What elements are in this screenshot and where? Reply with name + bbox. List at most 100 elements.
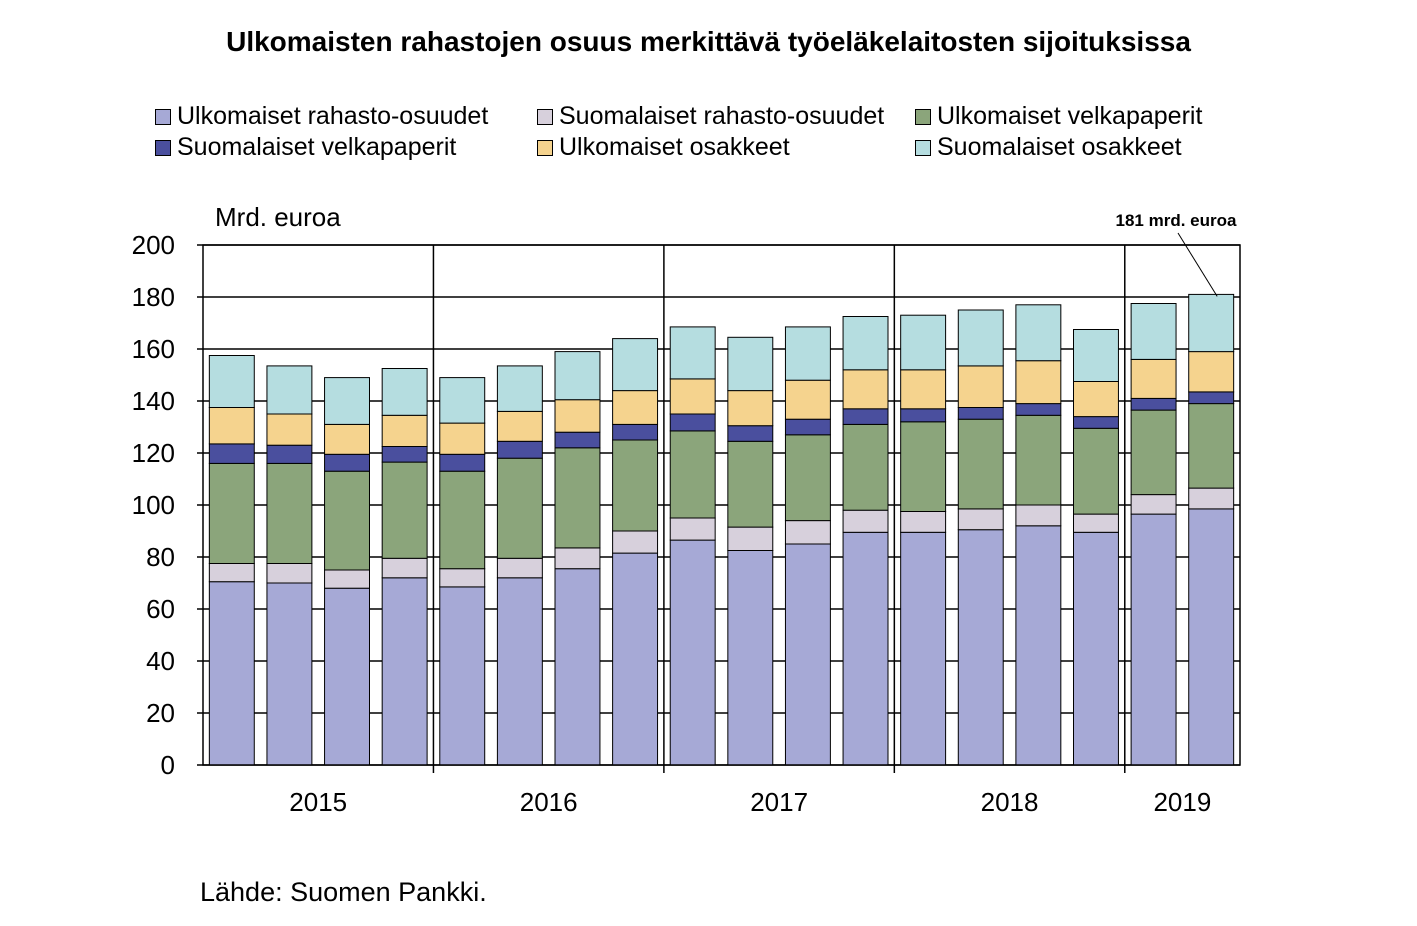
bar-segment (612, 552, 659, 766)
legend-item: Suomalaiset rahasto-osuudet (537, 102, 884, 131)
y-tick-label: 100 (132, 490, 175, 520)
bar-segment (727, 425, 774, 442)
bar-segment (727, 526, 774, 551)
bar-segment (381, 577, 428, 766)
bar-segment (266, 444, 313, 464)
bar-segment (439, 377, 486, 424)
bar-segment (439, 453, 486, 472)
bar-segment (784, 418, 831, 436)
bar-segment (784, 326, 831, 381)
bar-segment (784, 543, 831, 766)
legend-label: Suomalaiset rahasto-osuudet (559, 102, 885, 130)
bar-segment (612, 439, 659, 532)
bar-segment (1073, 381, 1119, 418)
bar-segment (842, 408, 889, 425)
legend-item: Ulkomaiset rahasto-osuudet (155, 102, 488, 131)
bar-segment (324, 453, 370, 472)
bar-segment (612, 423, 659, 441)
bar-segment (439, 470, 486, 570)
bar-segment (727, 390, 774, 427)
bar-segment (1130, 494, 1177, 515)
x-year-label: 2015 (289, 787, 347, 817)
legend-swatch (915, 139, 931, 156)
bar-segment (554, 431, 601, 449)
bar-segment (1073, 531, 1119, 766)
annotation-total: 181 mrd. euroa (1116, 211, 1237, 230)
legend-item: Ulkomaiset osakkeet (537, 133, 790, 162)
bar-segment (208, 462, 255, 564)
y-tick-label: 60 (146, 594, 175, 624)
bar-segment (381, 446, 428, 463)
x-year-label: 2018 (981, 787, 1039, 817)
bar-segment (381, 461, 428, 559)
bar-segment (900, 408, 947, 423)
y-tick-label: 40 (146, 646, 175, 676)
bar-segment (957, 407, 1004, 420)
bar-segment (727, 440, 774, 528)
bar-segment (842, 316, 889, 371)
bar-segment (381, 414, 428, 447)
bar-segment (669, 517, 716, 541)
bar-segment (1188, 351, 1235, 393)
bar-segment (842, 531, 889, 766)
bar-segment (266, 413, 313, 446)
bar-segment (1015, 360, 1062, 405)
bar-segment (727, 336, 774, 392)
bar-segment (900, 421, 947, 512)
y-axis-label: Mrd. euroa (215, 202, 341, 232)
bar-segment (1188, 293, 1235, 353)
bar-segment (208, 563, 255, 583)
bar-segment (1188, 487, 1235, 510)
bar-segment (1015, 504, 1062, 527)
bar-segment (496, 440, 543, 459)
bar-segment (784, 520, 831, 545)
legend-label: Suomalaiset velkapaperit (177, 133, 457, 161)
bar-segment (554, 399, 601, 433)
y-tick-label: 140 (132, 386, 175, 416)
bar-segment (1015, 304, 1062, 362)
bar-segment (1073, 329, 1119, 382)
bar-segment (439, 568, 486, 588)
bar-segment (727, 550, 774, 766)
bar-segment (554, 351, 601, 401)
bar-segment (957, 418, 1004, 510)
bar-segment (957, 529, 1004, 766)
bar-segment (1130, 303, 1177, 360)
bar-segment (324, 470, 370, 571)
bar-segment (1015, 403, 1062, 416)
legend-label: Suomalaiset osakkeet (937, 133, 1182, 161)
bar-segment (669, 430, 716, 519)
bar-segment (612, 338, 659, 392)
bar-segment (1188, 508, 1235, 766)
x-year-label: 2016 (520, 787, 578, 817)
bar-segment (266, 582, 313, 766)
bar-segment (496, 557, 543, 579)
bar-segment (208, 355, 255, 408)
legend-swatch (915, 108, 931, 125)
x-year-label: 2019 (1153, 787, 1211, 817)
bar-segment (669, 326, 716, 380)
x-year-label: 2017 (750, 787, 808, 817)
bar-segment (1188, 403, 1235, 489)
y-tick-label: 80 (146, 542, 175, 572)
bar-segment (496, 365, 543, 412)
bar-segment (957, 365, 1004, 408)
bar-segment (1073, 513, 1119, 533)
bar-segment (324, 569, 370, 589)
bar-segment (381, 368, 428, 416)
bar-segment (1130, 513, 1177, 766)
chart-legend: Ulkomaiset rahasto-osuudet Suomalaiset ra… (155, 102, 1305, 168)
bar-segment (1188, 391, 1235, 405)
bar-segment (496, 410, 543, 442)
legend-item: Suomalaiset osakkeet (915, 133, 1182, 162)
plot-frame (202, 244, 1241, 766)
bar-segment (900, 531, 947, 766)
bar-segment (381, 557, 428, 579)
bar-segment (324, 377, 370, 425)
legend-label: Ulkomaiset rahasto-osuudet (177, 102, 489, 130)
bar-segment (1073, 427, 1119, 515)
legend-swatch (155, 108, 171, 125)
bar-segment (1130, 358, 1177, 399)
